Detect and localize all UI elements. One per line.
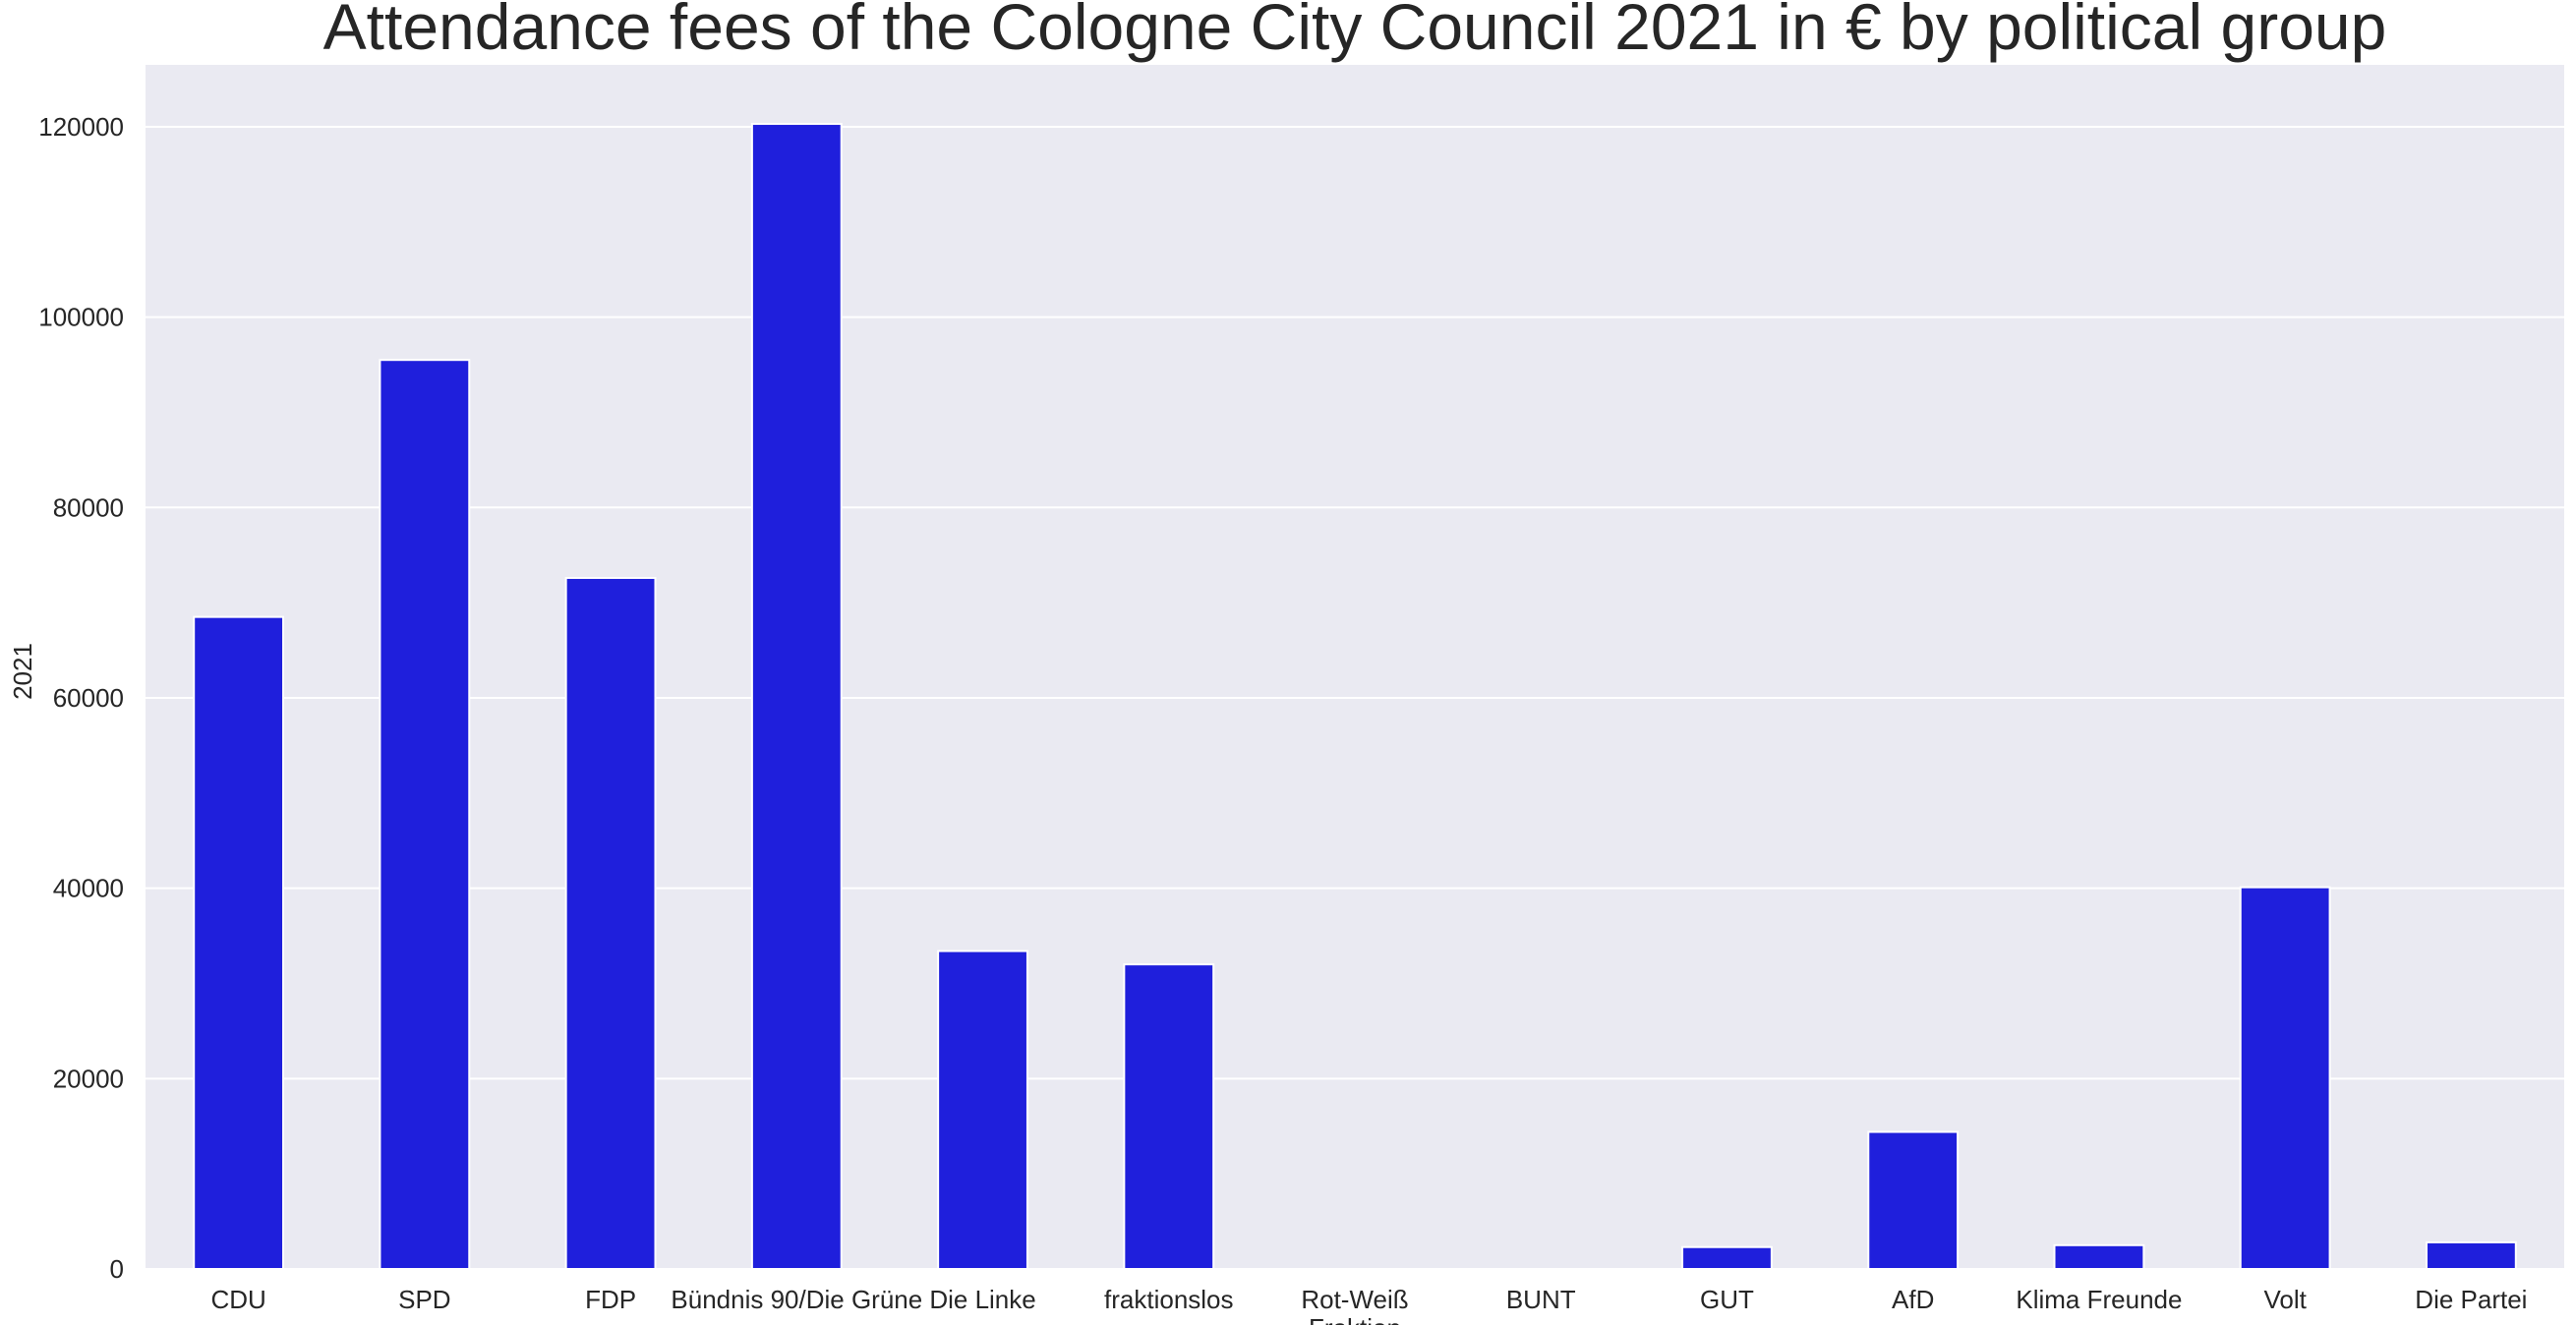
x-tick-label: GUT xyxy=(1700,1285,1754,1314)
bar-fraktionslos xyxy=(1123,963,1215,1270)
x-tick-label: Volt xyxy=(2263,1285,2307,1314)
y-tick-label: 100000 xyxy=(38,303,124,332)
x-tick-label: BUNT xyxy=(1506,1285,1576,1314)
bars xyxy=(193,123,2517,1271)
plot-background xyxy=(146,65,2564,1269)
x-axis-label: Fraktion xyxy=(1309,1313,1401,1325)
x-tick-label: Bündnis 90/Die Grüne xyxy=(671,1285,922,1314)
chart-title: Attendance fees of the Cologne City Coun… xyxy=(323,0,2387,63)
x-tick-label: fraktionslos xyxy=(1104,1285,1234,1314)
x-tick-label: AfD xyxy=(1892,1285,1934,1314)
x-tick-label: CDU xyxy=(210,1285,265,1314)
y-tick-label: 20000 xyxy=(53,1064,124,1093)
y-tick-label: 60000 xyxy=(53,683,124,713)
y-tick-labels: 0 20000 40000 60000 80000 100000 120000 xyxy=(38,112,124,1284)
bar-die-partei xyxy=(2425,1240,2517,1270)
y-tick-label: 120000 xyxy=(38,112,124,142)
bar-afd xyxy=(1867,1130,1960,1270)
x-tick-labels: CDU SPD FDP Bündnis 90/Die Grüne Die Linke fr… xyxy=(210,1285,2527,1314)
x-tick-label: Die Partei xyxy=(2415,1285,2527,1314)
bar-die-linke xyxy=(937,950,1028,1270)
y-tick-label: 80000 xyxy=(53,492,124,522)
y-axis-label: 2021 xyxy=(8,643,37,700)
y-tick-label: 0 xyxy=(110,1254,124,1284)
bar-gut xyxy=(1681,1245,1773,1271)
bar-cdu xyxy=(193,615,285,1270)
x-tick-label: Klima Freunde xyxy=(2016,1285,2182,1314)
x-tick-label: FDP xyxy=(585,1285,636,1314)
bar-volt xyxy=(2239,886,2331,1271)
bar-spd xyxy=(379,359,471,1270)
x-tick-label: SPD xyxy=(398,1285,450,1314)
y-tick-label: 40000 xyxy=(53,874,124,903)
x-tick-label: Die Linke xyxy=(929,1285,1035,1314)
bar-klima-freunde xyxy=(2053,1243,2145,1271)
x-tick-label: Rot-Weiß xyxy=(1301,1285,1408,1314)
bar-b-ndnis-90-die-gr-ne xyxy=(750,123,843,1270)
grid-lines xyxy=(146,125,2564,1270)
bar-fdp xyxy=(564,576,657,1270)
